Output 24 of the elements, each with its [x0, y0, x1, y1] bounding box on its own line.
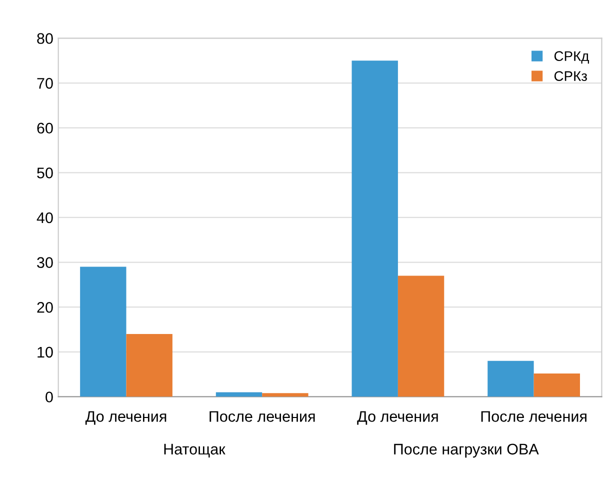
y-tick-label: 60 — [37, 122, 53, 134]
y-tick-label: 70 — [37, 78, 53, 89]
y-tick-label: 40 — [36, 212, 53, 224]
x-tick-label: После лечения — [210, 411, 315, 422]
legend-label: СРКд — [554, 51, 589, 64]
bar — [488, 360, 534, 397]
bar — [352, 60, 398, 397]
text: После нагрузки OBA — [394, 444, 539, 458]
text: Натощак — [164, 444, 226, 458]
bar — [126, 334, 172, 397]
y-tick-label: 50 — [37, 168, 53, 178]
bar — [262, 393, 308, 397]
y-tick-label: 10 — [38, 346, 53, 358]
bar — [398, 276, 444, 397]
y-tick-label: 0 — [46, 392, 53, 402]
x-tick-label: После лечения — [481, 411, 586, 422]
bar — [80, 266, 126, 397]
legend-label: СРКз — [554, 71, 587, 81]
y-tick-label: 80 — [37, 33, 53, 44]
x-tick-label: До лечения — [357, 411, 438, 425]
y-tick-label: 30 — [37, 257, 53, 268]
y-tick-label: 20 — [37, 302, 53, 313]
x-tick-label: До лечения — [85, 411, 166, 425]
bar — [534, 373, 580, 397]
